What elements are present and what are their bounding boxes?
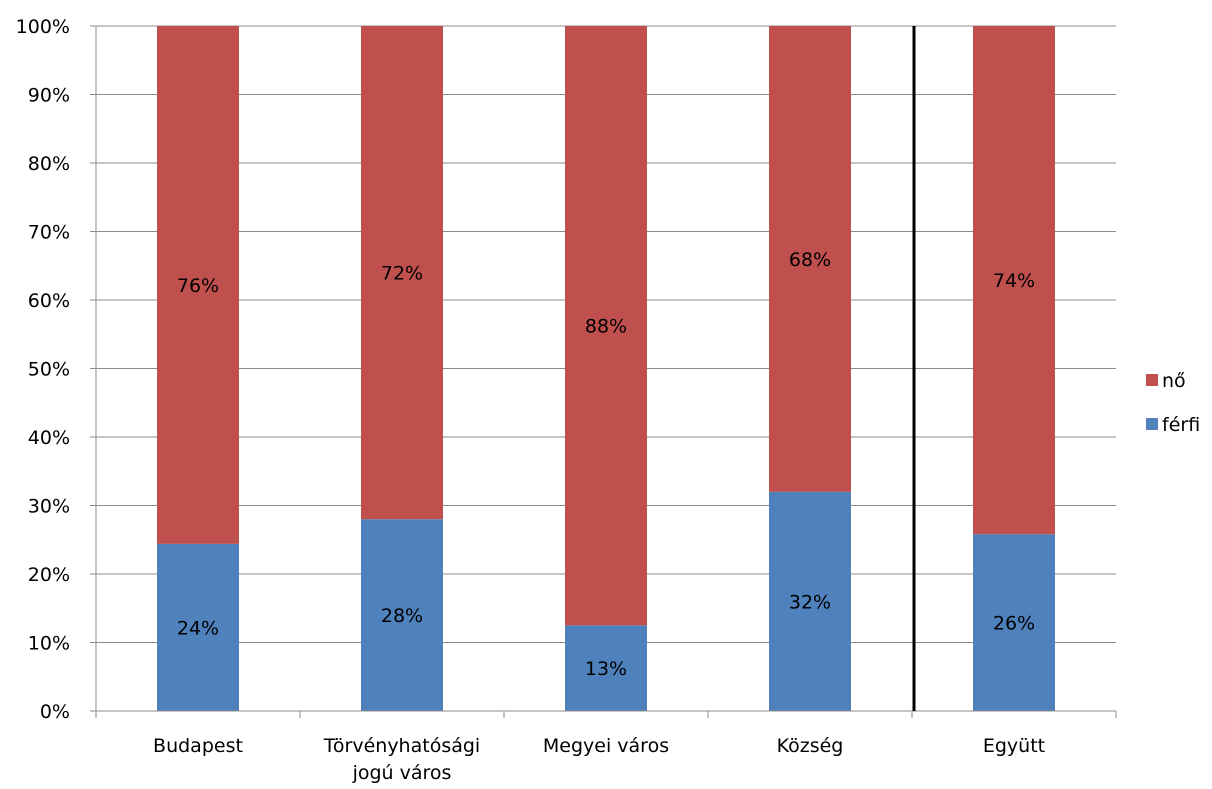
bar-segment-férfi: [973, 534, 1055, 711]
data-label: 32%: [789, 591, 831, 613]
legend-swatch-férfi: [1146, 418, 1158, 430]
y-tick-label: 40%: [28, 427, 70, 449]
y-axis-ticks: 0% 10% 20% 30% 40% 50% 60% 70% 80% 90% 100%: [16, 16, 96, 723]
bar-segment-nő: [769, 26, 851, 492]
y-tick-label: 80%: [28, 153, 70, 175]
x-category-label: Község: [777, 735, 844, 757]
x-category-label: jogú város: [352, 762, 452, 784]
x-category-label: Törvényhatósági: [323, 735, 480, 757]
bar-segment-nő: [565, 26, 647, 626]
bar-segment-nő: [973, 26, 1055, 535]
data-label: 68%: [789, 249, 831, 271]
y-tick-label: 30%: [28, 496, 70, 518]
y-tick-label: 50%: [28, 359, 70, 381]
y-tick-label: 100%: [16, 16, 70, 38]
bar-segment-férfi: [157, 543, 239, 711]
x-axis-categories: Budapest Törvényhatósági jogú város Megyei …: [153, 735, 1045, 784]
y-tick-label: 70%: [28, 222, 70, 244]
y-tick-label: 10%: [28, 633, 70, 655]
y-tick-label: 0%: [40, 701, 70, 723]
y-tick-label: 20%: [28, 564, 70, 586]
bar-segment-nő: [361, 26, 443, 520]
x-category-label: Együtt: [983, 735, 1045, 757]
data-label: 13%: [585, 658, 627, 680]
bar-segment-nő: [157, 26, 239, 544]
bars: 24% 76% 28% 72% 13% 88% 32% 68% 26% 74%: [157, 26, 1055, 711]
data-label: 76%: [177, 275, 219, 297]
bar-segment-férfi: [769, 491, 851, 711]
x-category-label: Megyei város: [543, 735, 669, 757]
legend-swatch-nő: [1146, 374, 1158, 386]
x-category-label: Budapest: [153, 735, 243, 757]
legend-label: férfi: [1162, 414, 1200, 436]
data-label: 24%: [177, 617, 219, 639]
y-tick-label: 60%: [28, 290, 70, 312]
legend-label: nő: [1162, 370, 1186, 392]
data-label: 88%: [585, 316, 627, 338]
data-label: 72%: [381, 263, 423, 285]
data-label: 26%: [993, 613, 1035, 635]
bar-segment-férfi: [361, 519, 443, 711]
legend: nő férfi: [1146, 370, 1200, 436]
data-label: 74%: [993, 270, 1035, 292]
y-tick-label: 90%: [28, 85, 70, 107]
bar-segment-férfi: [565, 625, 647, 711]
data-label: 28%: [381, 605, 423, 627]
